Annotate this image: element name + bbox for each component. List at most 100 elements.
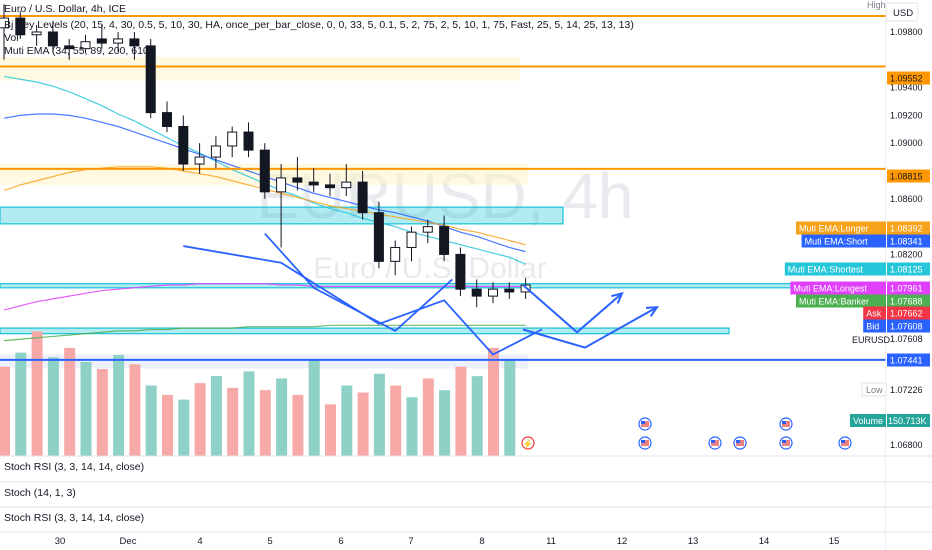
price-tick-label: 1.08200 — [890, 249, 923, 259]
price-tick-label: 1.09200 — [890, 110, 923, 120]
level-band — [0, 57, 520, 81]
time-tick-label: 5 — [267, 536, 272, 547]
candle-body[interactable] — [80, 41, 91, 50]
forecast-arrow — [522, 306, 658, 349]
time-tick-label: 30 — [55, 536, 66, 547]
volume-bar — [308, 359, 320, 456]
price-tag-value: 1.08392 — [890, 224, 923, 234]
flag-canton — [841, 440, 845, 443]
candle-body[interactable] — [31, 31, 42, 36]
candle-body[interactable] — [422, 226, 433, 233]
candle-body[interactable] — [488, 288, 498, 297]
candle-body[interactable] — [341, 181, 352, 189]
price-tag[interactable] — [887, 71, 930, 85]
candle-body[interactable] — [504, 288, 515, 293]
volume-bar — [96, 369, 108, 456]
price-tag[interactable] — [887, 353, 930, 367]
price-tag[interactable] — [887, 306, 930, 320]
volume-bar — [455, 366, 467, 456]
candle-body[interactable] — [259, 149, 270, 193]
candle-body[interactable] — [210, 145, 221, 158]
candle-body[interactable] — [292, 177, 303, 183]
currency-box[interactable] — [885, 2, 919, 22]
candle-body[interactable] — [64, 45, 75, 50]
price-tag[interactable] — [887, 262, 930, 276]
time-tick-label: 6 — [338, 536, 343, 547]
price-tag-value: 1.07662 — [890, 309, 923, 319]
price-tag[interactable] — [887, 234, 930, 248]
candle-body[interactable] — [96, 38, 107, 44]
volume-bar — [422, 378, 434, 456]
volume-bar — [145, 385, 157, 456]
time-tick-label: 12 — [617, 536, 628, 547]
price-tag[interactable] — [887, 221, 930, 235]
price-tick-label: 1.08600 — [890, 194, 923, 204]
chart-title: Euro / U.S. Dollar, 4h, ICE — [4, 3, 126, 15]
candle-body[interactable] — [390, 246, 401, 262]
low-label-box — [861, 382, 887, 397]
volume-bar — [341, 385, 353, 456]
volume-tag-bg — [850, 414, 886, 427]
candle-body[interactable] — [406, 231, 417, 248]
forecast-arrow — [522, 284, 623, 334]
volume-bar — [259, 390, 271, 456]
candle-body[interactable] — [455, 253, 466, 290]
volume-bar — [357, 392, 369, 456]
lightning-glyph: ⚡ — [522, 438, 533, 450]
ema-tag-label-bg — [796, 294, 886, 308]
candle-body[interactable] — [113, 38, 124, 44]
ema-line-banker — [3, 324, 526, 342]
candle-body[interactable] — [0, 17, 9, 29]
price-tag[interactable] — [887, 294, 930, 308]
price-tag[interactable] — [887, 319, 930, 333]
time-tick-label: 11 — [546, 536, 556, 547]
candle-body[interactable] — [276, 177, 287, 193]
price-tag[interactable] — [887, 169, 930, 183]
lightning-event-icon[interactable] — [521, 436, 535, 450]
level-band — [0, 354, 528, 369]
candle-body[interactable] — [357, 181, 368, 214]
ema-tag-label: Muti EMA:Shortest — [788, 265, 864, 275]
candle-body[interactable] — [243, 131, 254, 151]
price-tick-label: 1.07608 — [890, 334, 923, 344]
candle-body[interactable] — [471, 288, 482, 297]
time-tick-label: Dec — [120, 536, 137, 547]
candle-body[interactable] — [162, 112, 172, 128]
volume-bar — [325, 404, 336, 456]
volume-bar — [47, 357, 59, 456]
candle-body[interactable] — [227, 131, 238, 147]
volume-bar — [227, 387, 239, 456]
price-tag[interactable] — [887, 281, 930, 295]
price-tag-value: 1.07688 — [890, 297, 923, 307]
ema-tag-label-bg — [784, 262, 886, 276]
ema-tag-label: Muti EMA:Short — [805, 237, 869, 247]
candle-body[interactable] — [178, 126, 189, 165]
time-tick-label: 7 — [408, 536, 413, 547]
high-label: High — [867, 0, 886, 10]
candle-body[interactable] — [47, 31, 58, 47]
volume-bar — [210, 376, 222, 456]
legend-volume: Vol — [4, 32, 19, 44]
pattern-line — [183, 245, 543, 356]
candle-body[interactable] — [194, 156, 205, 165]
candle-body[interactable] — [145, 45, 156, 114]
ema-tag-label-bg — [796, 221, 886, 235]
pattern-line — [264, 232, 453, 332]
price-tick-label: 1.09400 — [890, 83, 923, 93]
legend-muti-ema: Muti EMA (34, 55, 89, 200, 610) — [4, 45, 153, 57]
flag-canton — [736, 440, 740, 443]
volume-tag-label: Volume — [853, 416, 883, 426]
candle-body[interactable] — [373, 212, 384, 262]
volume-bar — [194, 383, 206, 456]
price-tick-label: 1.09000 — [890, 138, 923, 148]
ema-tag-label-bg — [863, 319, 886, 333]
volume-bar — [178, 399, 190, 456]
candle-body[interactable] — [129, 38, 140, 47]
candle-body[interactable] — [325, 184, 335, 189]
candle-body[interactable] — [308, 181, 319, 186]
candle-body[interactable] — [15, 17, 26, 36]
candle-body[interactable] — [439, 226, 450, 255]
symbol-label: EURUSD — [852, 335, 891, 345]
ema-line-longest — [3, 283, 526, 311]
